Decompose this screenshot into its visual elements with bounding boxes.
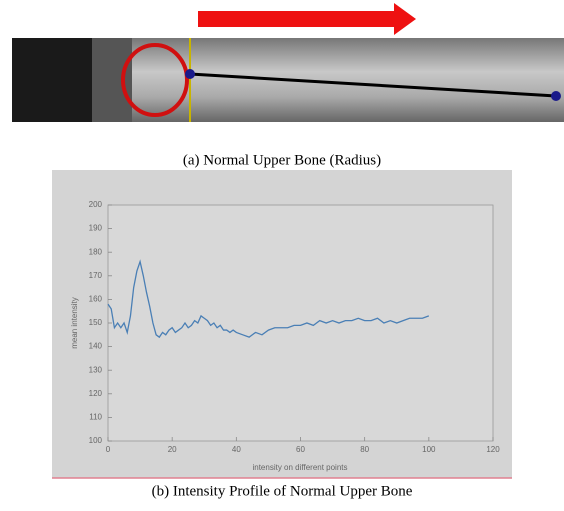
x-axis-label: intensity on different points <box>252 463 347 472</box>
y-tick-label: 140 <box>89 342 103 351</box>
direction-arrow <box>198 3 416 35</box>
caption: (b) Intensity Profile of Normal Upper Bo… <box>152 483 413 499</box>
axes <box>107 204 494 442</box>
y-tick-label: 130 <box>89 365 103 374</box>
y-tick-label: 180 <box>89 247 103 256</box>
x-tick-label: 120 <box>486 445 500 454</box>
caption: (a) Normal Upper Bone (Radius) <box>183 152 381 168</box>
y-tick-label: 110 <box>89 413 102 422</box>
data-line <box>107 259 430 339</box>
x-tick-label: 60 <box>296 445 305 454</box>
y-tick-label: 120 <box>89 389 103 398</box>
x-tick-label: 20 <box>168 445 177 454</box>
y-tick-label: 170 <box>89 271 103 280</box>
x-tick-label: 100 <box>422 445 436 454</box>
y-tick-label: 160 <box>89 295 103 304</box>
x-tick-label: 80 <box>360 445 369 454</box>
y-axis-label: mean intensity <box>70 297 79 349</box>
y-tick-label: 190 <box>89 224 103 233</box>
x-tick-label: 40 <box>232 445 241 454</box>
y-tick-label: 100 <box>89 436 103 445</box>
y-tick-label: 200 <box>89 200 103 209</box>
x-ray-image <box>12 38 564 122</box>
y-tick-label: 150 <box>89 318 103 327</box>
x-tick-label: 0 <box>106 445 111 454</box>
